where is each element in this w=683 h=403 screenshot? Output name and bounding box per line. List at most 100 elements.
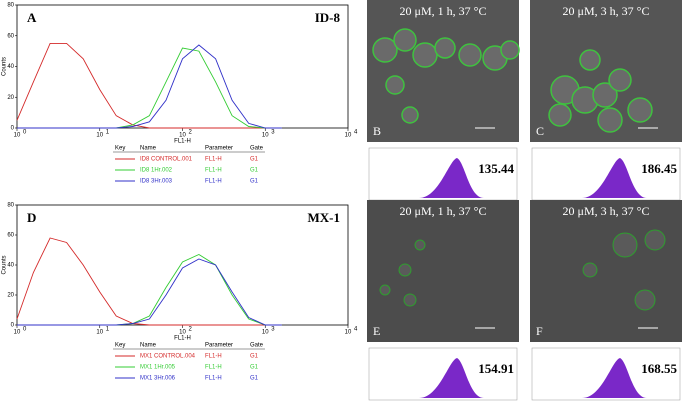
x-tick-exp: 4 [354, 130, 358, 136]
legend-gate: G1 [250, 354, 259, 360]
legend-parameter: FL1-H [205, 365, 222, 371]
y-tick-label: 0 [11, 323, 15, 329]
y-tick-label: 60 [7, 233, 14, 239]
cell [608, 68, 632, 92]
histogram-line [16, 237, 282, 326]
mini-histogram [582, 158, 647, 198]
mfi-value: 186.45 [641, 161, 677, 176]
legend-gate: G1 [250, 376, 259, 382]
legend-parameter: FL1-H [205, 179, 222, 185]
x-tick-label: 10 [345, 133, 352, 139]
cell [612, 232, 638, 258]
x-tick-exp: 1 [106, 130, 110, 136]
cell [385, 75, 405, 95]
legend-gate: G1 [250, 365, 259, 371]
micrograph-letter: F [536, 324, 543, 338]
micrograph-caption: 20 μM, 3 h, 37 °C [563, 204, 650, 218]
legend-name: MX1 CONTROL.004 [140, 354, 196, 360]
plot-frame [16, 204, 349, 326]
mini-histogram [419, 158, 484, 198]
y-tick-label: 0 [11, 126, 15, 132]
cell [372, 37, 398, 63]
micrograph [367, 200, 519, 342]
legend-header: Key [115, 343, 125, 349]
legend-name: MX1 1Hr.005 [140, 365, 176, 371]
legend-name: MX1 3Hr.006 [140, 376, 176, 382]
legend-header: Name [140, 146, 157, 152]
x-tick-exp: 2 [189, 130, 193, 136]
cell [414, 239, 426, 251]
x-tick-exp: 1 [106, 327, 110, 333]
micrograph [530, 200, 682, 342]
legend-header: Key [115, 146, 125, 152]
micrograph-letter: C [536, 124, 544, 138]
cell [500, 40, 520, 60]
legend-header: Name [140, 343, 157, 349]
histogram-line [17, 44, 282, 129]
cell [548, 103, 572, 127]
micrograph-caption: 20 μM, 1 h, 37 °C [400, 4, 487, 18]
micrograph [367, 0, 519, 142]
x-tick-label: 10 [345, 330, 352, 336]
cell [634, 289, 656, 311]
cell [401, 106, 419, 124]
y-axis-label: Counts [2, 57, 8, 76]
legend-parameter: FL1-H [205, 168, 222, 174]
x-tick-exp: 0 [23, 130, 27, 136]
panel-letter: D [27, 210, 36, 225]
legend-gate: G1 [250, 168, 259, 174]
cell [579, 49, 601, 71]
cell [379, 284, 391, 296]
cell [403, 293, 417, 307]
y-tick-label: 80 [7, 203, 14, 209]
y-tick-label: 20 [7, 293, 14, 299]
histogram-line [17, 258, 282, 326]
legend-header: Parameter [205, 146, 233, 152]
x-tick-label: 10 [179, 330, 186, 336]
x-tick-label: 10 [14, 330, 21, 336]
plot-frame [16, 4, 349, 129]
x-tick-exp: 3 [271, 130, 275, 136]
micrograph-caption: 20 μM, 3 h, 37 °C [563, 4, 650, 18]
histogram-line [17, 47, 282, 129]
x-tick-label: 10 [96, 133, 103, 139]
mini-histogram [582, 358, 647, 398]
cell [644, 229, 666, 251]
legend-header: Gate [250, 146, 264, 152]
cell [398, 263, 412, 277]
cell [592, 82, 618, 108]
micrograph-caption: 20 μM, 1 h, 37 °C [400, 204, 487, 218]
panel-letter: A [27, 10, 37, 25]
cell [434, 37, 456, 59]
cell [412, 42, 438, 68]
legend-header: Gate [250, 343, 264, 349]
panel-label: MX-1 [308, 210, 341, 225]
y-tick-label: 20 [7, 95, 14, 101]
micrograph-letter: E [373, 324, 380, 338]
y-tick-label: 60 [7, 33, 14, 39]
cell [458, 43, 482, 67]
mini-histogram [419, 358, 484, 398]
cell [582, 262, 598, 278]
histogram-line [16, 42, 282, 129]
cell [597, 107, 623, 133]
legend-name: ID8 CONTROL.001 [140, 157, 193, 163]
x-tick-label: 10 [96, 330, 103, 336]
x-axis-label: FL1-H [174, 139, 191, 145]
y-tick-label: 80 [7, 3, 14, 9]
cell [393, 28, 417, 52]
legend-gate: G1 [250, 157, 259, 163]
x-tick-exp: 3 [271, 327, 275, 333]
x-tick-label: 10 [14, 133, 21, 139]
x-tick-exp: 2 [189, 327, 193, 333]
mfi-value: 154.91 [478, 361, 514, 376]
legend-header: Parameter [205, 343, 233, 349]
legend-parameter: FL1-H [205, 157, 222, 163]
histogram-line [17, 253, 282, 326]
y-axis-label: Counts [2, 255, 8, 274]
x-tick-label: 10 [262, 330, 269, 336]
x-tick-label: 10 [262, 133, 269, 139]
legend-parameter: FL1-H [205, 354, 222, 360]
x-axis-label: FL1-H [174, 336, 191, 342]
